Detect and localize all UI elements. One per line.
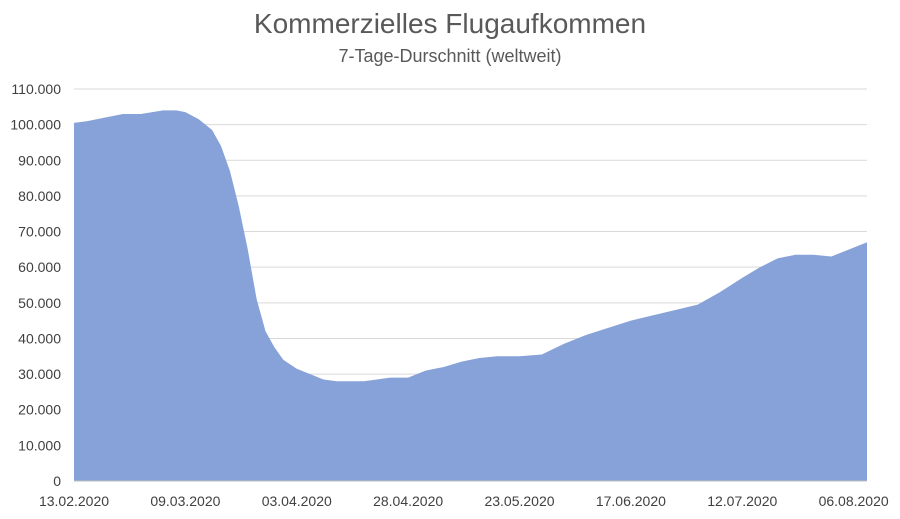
flight-volume-area [74,110,867,481]
y-tick-label: 60.000 [18,259,61,275]
chart-title: Kommerzielles Flugaufkommen [253,8,647,39]
y-tick-label: 30.000 [18,366,61,382]
y-tick-label: 50.000 [18,295,61,311]
x-tick-label: 12.07.2020 [707,493,777,509]
y-tick-label: 100.000 [10,117,61,133]
chart-subtitle: 7-Tage-Durschnitt (weltweit) [338,46,562,66]
x-tick-label: 13.02.2020 [39,493,109,509]
y-tick-label: 70.000 [18,224,61,240]
y-tick-label: 0 [53,473,61,489]
y-tick-label: 90.000 [18,152,61,168]
x-tick-label: 28.04.2020 [373,493,443,509]
x-tick-label: 09.03.2020 [150,493,220,509]
y-tick-label: 20.000 [18,402,61,418]
y-tick-label: 10.000 [18,437,61,453]
y-tick-label: 110.000 [11,81,61,97]
y-tick-label: 80.000 [18,188,61,204]
x-tick-label: 03.04.2020 [262,493,332,509]
x-tick-label: 23.05.2020 [484,493,554,509]
x-tick-label: 17.06.2020 [596,493,666,509]
x-tick-label: 06.08.2020 [819,493,889,509]
y-tick-label: 40.000 [18,330,61,346]
